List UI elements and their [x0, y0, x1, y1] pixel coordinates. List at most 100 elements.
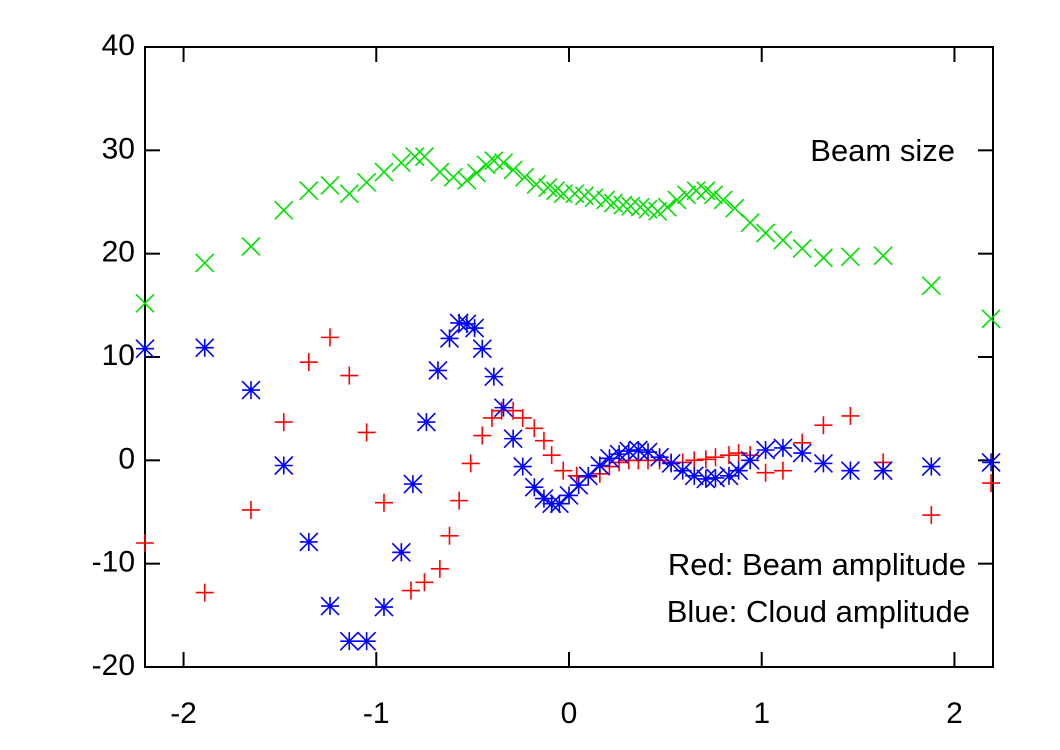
- point: [756, 440, 776, 460]
- point: [729, 461, 749, 481]
- point: [391, 153, 411, 173]
- point: [719, 446, 738, 465]
- point: [493, 153, 514, 173]
- point: [549, 494, 569, 514]
- point: [773, 230, 793, 250]
- point: [713, 190, 733, 210]
- point: [534, 489, 554, 509]
- point: [320, 175, 340, 196]
- point: [619, 441, 639, 461]
- point: [621, 196, 641, 216]
- point: [609, 444, 629, 464]
- point: [578, 466, 598, 486]
- point: [457, 314, 477, 334]
- point: [403, 474, 423, 494]
- point: [719, 466, 739, 486]
- annotation: Red: Beam amplitude: [668, 547, 966, 582]
- point: [921, 276, 941, 296]
- point: [584, 188, 604, 208]
- point: [274, 200, 294, 220]
- point: [526, 174, 546, 194]
- point: [630, 197, 650, 217]
- point: [464, 318, 485, 338]
- y-tick-label: -20: [92, 649, 135, 682]
- point: [534, 431, 553, 450]
- point: [461, 454, 480, 473]
- point: [706, 448, 725, 467]
- point: [756, 223, 776, 243]
- point: [405, 146, 425, 167]
- x-tick-label: -2: [170, 697, 197, 730]
- point: [542, 446, 561, 465]
- point: [729, 444, 748, 463]
- point: [473, 426, 492, 445]
- point: [374, 162, 394, 182]
- annotation: Beam size: [810, 133, 955, 168]
- point: [415, 573, 434, 592]
- point: [792, 443, 812, 463]
- point: [703, 185, 724, 205]
- point: [921, 456, 941, 477]
- point: [684, 466, 704, 486]
- point: [513, 456, 533, 477]
- point: [274, 413, 293, 432]
- point: [554, 461, 573, 480]
- point: [450, 491, 469, 510]
- point: [840, 461, 860, 481]
- point: [374, 597, 394, 617]
- x-tick-label: 1: [753, 697, 770, 730]
- point: [195, 253, 215, 273]
- point: [596, 190, 616, 210]
- point: [650, 447, 670, 467]
- point: [484, 367, 504, 387]
- point: [299, 532, 319, 552]
- point: [515, 167, 535, 187]
- point: [195, 583, 214, 602]
- point: [740, 450, 760, 470]
- point: [357, 631, 377, 651]
- point: [320, 596, 340, 616]
- point: [457, 170, 477, 190]
- point: [673, 461, 693, 481]
- point: [524, 477, 544, 497]
- point: [416, 412, 436, 432]
- point: [503, 160, 523, 180]
- point: [590, 455, 610, 476]
- point: [686, 181, 706, 201]
- point: [792, 238, 812, 259]
- point: [705, 468, 726, 488]
- point: [430, 559, 449, 578]
- point: [569, 475, 589, 495]
- point: [401, 581, 420, 600]
- x-tick-label: -1: [363, 697, 390, 730]
- point: [493, 398, 514, 418]
- point: [374, 493, 393, 512]
- point: [357, 172, 377, 192]
- point: [982, 474, 1001, 493]
- point: [657, 197, 677, 217]
- point: [414, 146, 435, 167]
- point: [922, 506, 941, 525]
- point: [241, 236, 261, 256]
- point: [525, 419, 544, 438]
- point: [299, 181, 319, 201]
- point: [538, 177, 558, 198]
- point: [840, 247, 860, 267]
- y-tick-label: 0: [118, 442, 135, 475]
- point: [135, 293, 155, 313]
- point: [440, 526, 459, 545]
- point: [443, 167, 463, 187]
- point: [661, 453, 681, 473]
- point: [135, 339, 155, 359]
- point: [613, 195, 633, 215]
- point: [136, 534, 154, 552]
- point: [274, 455, 294, 476]
- point: [981, 452, 1001, 472]
- point: [873, 246, 893, 266]
- point: [773, 438, 793, 458]
- point: [241, 380, 261, 400]
- point: [503, 429, 523, 449]
- point: [242, 500, 260, 519]
- point: [299, 353, 318, 372]
